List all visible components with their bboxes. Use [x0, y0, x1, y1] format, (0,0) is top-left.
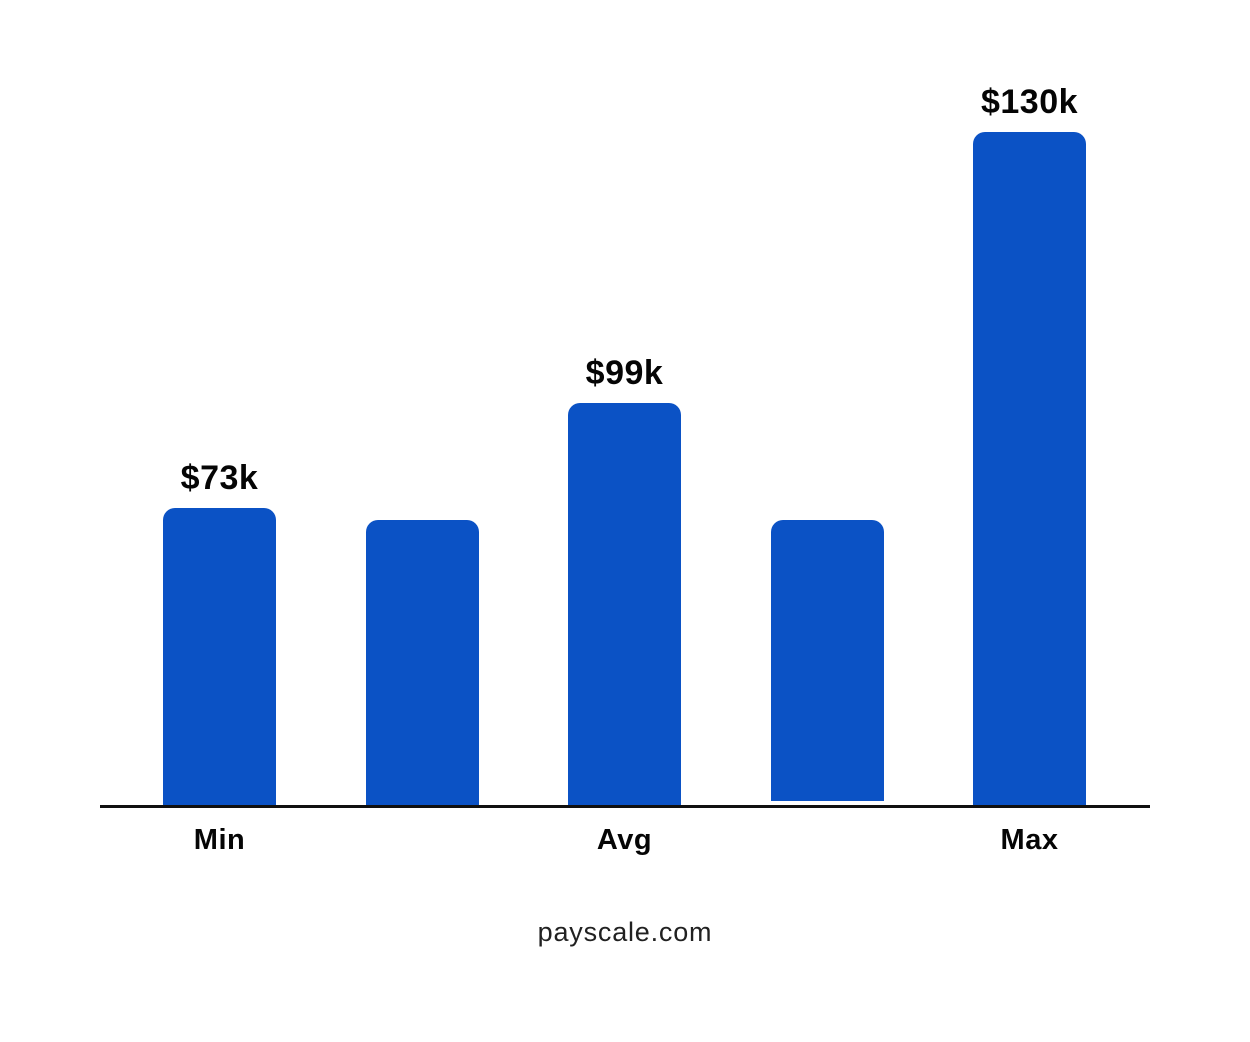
bar-avg: $99k — [568, 354, 681, 805]
value-label-avg: $99k — [585, 354, 664, 392]
value-label-max: $130k — [980, 83, 1079, 121]
x-axis-labels-row: Min Avg Max — [163, 824, 1086, 857]
x-axis-label-empty — [366, 824, 479, 857]
x-axis-label-min: Min — [193, 824, 246, 856]
x-axis-line — [100, 805, 1150, 808]
bar-max: $130k — [973, 83, 1086, 805]
bar-rect — [770, 520, 884, 801]
bars-row: $73k $99k $130k — [163, 83, 1086, 805]
x-axis-label-empty — [771, 824, 884, 857]
bar-spacer-1 — [365, 520, 479, 805]
bar-rect — [973, 132, 1086, 805]
bar-min: $73k — [163, 459, 276, 805]
bar-rect — [163, 508, 276, 805]
value-label-min: $73k — [180, 459, 259, 497]
x-axis-label-max: Max — [1000, 824, 1059, 856]
x-axis-label-avg: Avg — [596, 824, 653, 856]
bar-rect — [365, 520, 479, 805]
watermark-payscale: payscale.com — [537, 917, 713, 947]
bar-rect — [568, 403, 681, 805]
bar-spacer-3 — [770, 520, 884, 801]
